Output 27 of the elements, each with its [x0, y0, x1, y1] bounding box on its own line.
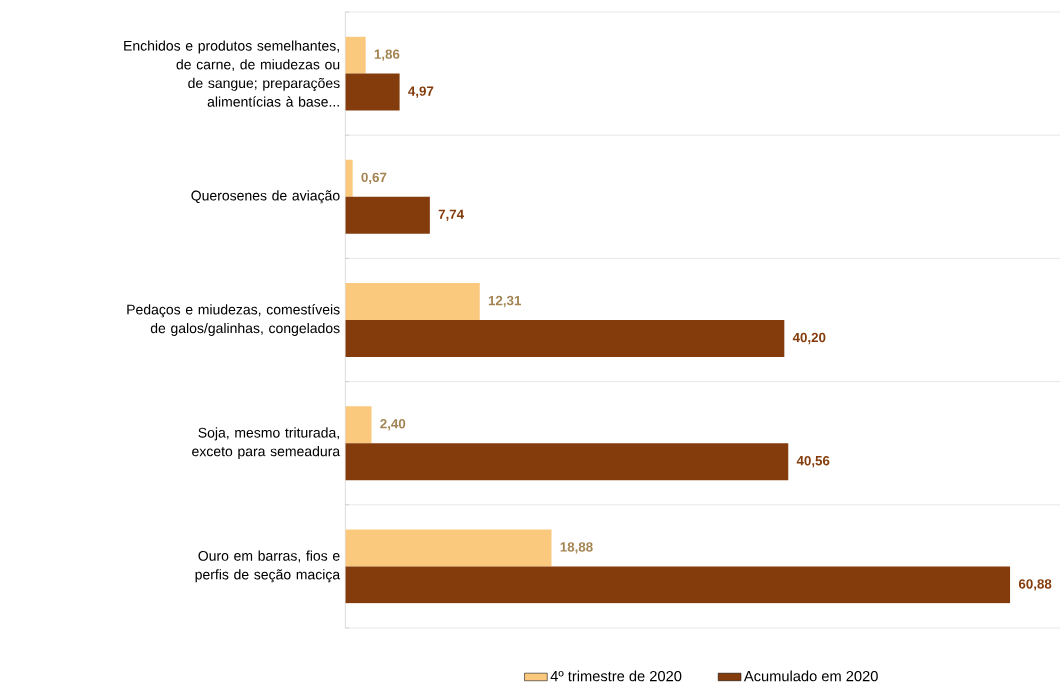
data-label: 1,86: [374, 49, 400, 61]
bar: [345, 196, 430, 234]
data-label: 7,74: [438, 209, 464, 222]
bar: [345, 320, 785, 358]
y-tick-label: Pedaços e miudezas, comestíveis de galos/galinhas, congelados: [127, 304, 340, 337]
data-label: 18,88: [560, 542, 593, 554]
bar: [345, 566, 1011, 604]
bar: [345, 443, 789, 481]
data-label: 0,67: [361, 172, 387, 185]
data-label: 40,56: [796, 456, 830, 468]
bar: [345, 36, 366, 74]
y-tick-label: Querosenes de aviação: [191, 190, 340, 204]
bar: [345, 73, 400, 111]
bar: [345, 160, 353, 197]
legend-label: Acumulado em 2020: [743, 670, 878, 682]
data-label: 60,88: [1018, 579, 1052, 591]
y-tick-label: Enchidos e produtos semelhantes, de carne, de miudezas ou de sangue; preparações alimentícias à base...: [124, 40, 340, 107]
bar: [345, 283, 480, 321]
legend-label: 4º trimestre de 2020: [550, 670, 682, 682]
bar: [345, 406, 372, 444]
data-label: 2,40: [380, 419, 406, 431]
data-label: 12,31: [488, 296, 522, 308]
data-label: 40,20: [792, 332, 826, 345]
bar: [345, 529, 552, 567]
y-tick-label: Soja, mesmo triturada, exceto para semeadura: [192, 427, 341, 460]
y-tick-label: Ouro em barras, fios e perfis de seção maciça: [195, 550, 341, 583]
data-label: 4,97: [408, 86, 434, 98]
